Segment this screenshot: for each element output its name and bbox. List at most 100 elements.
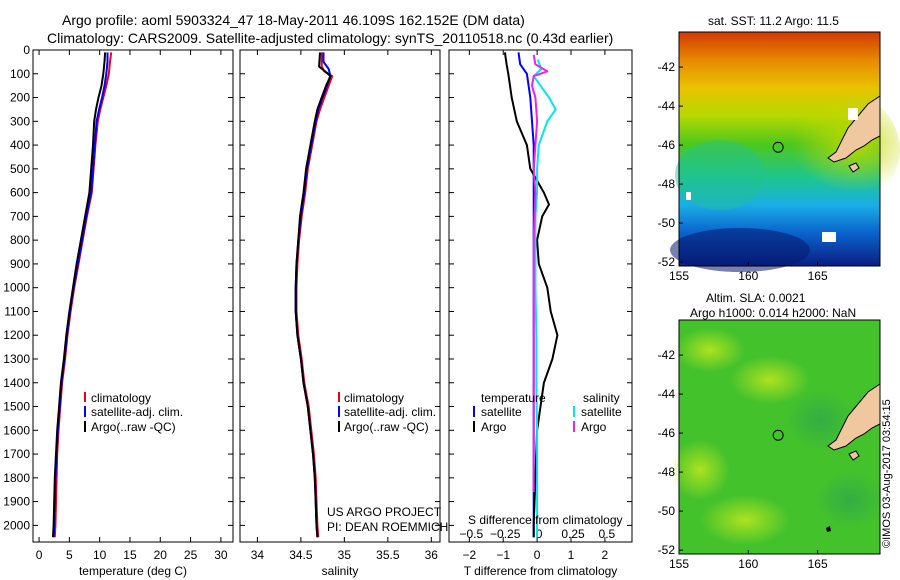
credit-pi: PI: DEAN ROEMMICH [327,520,448,534]
sst-land-stewart-island [848,162,860,173]
map-frame [678,319,881,555]
s-difference-axis-label: S difference from climatology [468,513,623,527]
sla-low-anomaly [815,472,885,528]
x-tick-label: 35.5 [376,548,400,562]
y-tick-label: 600 [10,186,30,200]
title-line-2: Climatology: CARS2009. Satellite-adjuste… [47,30,613,46]
y-tick-label: -50 [658,504,676,518]
s-tick-label: 0 [536,527,543,541]
sst-cloud-mask [848,108,858,120]
legend-sal-argo-label: Argo [581,420,607,434]
legend-sal-argo-swatch [573,421,575,432]
x-tick-label: 34 [251,548,265,562]
x-tick-label: 165 [808,557,828,571]
temperature-profile-panel: 0 5 10 15 20 25 30 temperature (deg C) 0 100 200 30… [3,43,234,578]
legend-argo-swatch [84,421,86,432]
sst-cold-patch [670,228,810,272]
sla-high-anomaly [670,440,730,500]
x-tick-label: 160 [738,269,758,283]
x-tick-label: 5 [66,548,73,562]
legend-satellite-swatch [84,406,86,417]
y-tick-label: 1100 [4,304,30,318]
s-tick-label: −0.5 [459,527,483,541]
y-tick-label: 1400 [3,376,30,390]
sst-cool-patch [675,140,765,210]
legend-temperature-header: temperature [481,391,546,405]
y-tick-label: 900 [10,257,30,271]
plot-frame [32,49,234,543]
y-tick-label: -50 [658,216,676,230]
y-tick-label: 1300 [3,352,30,366]
x-tick-label: 165 [808,269,828,283]
x-tick-label: 36 [425,548,439,562]
s-tick-label: 0.25 [561,527,585,541]
y-tick-label: 400 [10,138,30,152]
y-tick-label: 300 [10,114,30,128]
y-tick-label: 1500 [3,400,30,414]
y-tick-label: 100 [10,67,30,81]
x-tick-label: 35 [338,548,352,562]
sla-map-title: Altim. SLA: 0.0021 [706,291,806,305]
y-tick-label: -44 [658,99,676,113]
x-axis-label: temperature (deg C) [79,564,187,578]
series-line-argo [503,52,559,538]
y-tick-label: 200 [10,91,30,105]
y-tick-label: 1600 [3,423,30,437]
x-axis-label: T difference from climatology [464,564,618,578]
sla-land-new-zealand [827,383,881,451]
s-tick-label: −0.25 [490,527,521,541]
x-tick-label: 10 [93,548,107,562]
credit-project: US ARGO PROJECT [327,505,442,519]
x-tick-label: 30 [214,548,228,562]
temperature-legend: climatology satellite-adj. clim. Argo(..… [84,391,183,434]
sla-land-stewart-island [848,450,860,461]
plot-frame [239,49,441,543]
y-tick-label: 500 [10,162,30,176]
y-tick-label: -44 [658,387,676,401]
legend-salinity-header: salinity [583,391,620,405]
legend-satellite-label: satellite-adj. clim. [344,405,436,419]
series-line-argo [52,52,107,538]
y-tick-label: 800 [10,233,30,247]
legend-climatology-label: climatology [344,391,404,405]
series-line-argo [294,52,332,538]
legend-satellite-swatch [338,406,340,417]
sla-land-island [826,526,831,532]
sst-map [670,32,900,272]
y-tick-label: -42 [658,348,676,362]
legend-satellite-label: satellite-adj. clim. [91,405,183,419]
y-tick-label: -52 [658,543,676,557]
y-tick-label: -48 [658,465,676,479]
sst-map-axes: 155 160 165 -42 -44 -46 -48 -50 -52 [658,31,881,283]
y-tick-label: -46 [658,426,676,440]
sst-cloud-mask [686,192,691,200]
legend-temp-satellite-label: satellite [481,405,522,419]
y-tick-label: -48 [658,177,676,191]
x-tick-label: 155 [669,557,689,571]
salinity-profile-panel: 34 34.5 35 35.5 36 salinity [239,49,441,578]
y-tick-label: -42 [658,60,676,74]
salinity-legend: climatology satellite-adj. clim. Argo(..… [338,391,436,434]
y-tick-label: 1800 [3,471,30,485]
y-tick-label: 700 [10,209,30,223]
x-tick-label: 20 [154,548,168,562]
series-line-argo_sal [531,54,549,493]
title-line-1: Argo profile: aoml 5903324_47 18-May-201… [62,12,525,28]
sla-map-subtitle: Argo h1000: 0.014 h2000: NaN [690,306,856,320]
series-line-satellite_sal [532,59,557,538]
x-axis-label: salinity [322,564,359,578]
y-tick-label: -52 [658,255,676,269]
sla-high-anomaly [730,356,810,404]
sla-high-anomaly [700,495,790,545]
legend-argo-label: Argo(..raw -QC) [91,420,176,434]
x-tick-label: 34.5 [289,548,313,562]
legend-climatology-label: climatology [91,391,151,405]
x-tick-label: 25 [184,548,198,562]
legend-climatology-swatch [338,392,340,402]
x-tick-label: 0 [36,548,43,562]
y-tick-label: 2000 [3,518,30,532]
x-tick-label: 155 [669,269,689,283]
map-frame [678,31,881,267]
x-tick-label: 0 [534,548,541,562]
